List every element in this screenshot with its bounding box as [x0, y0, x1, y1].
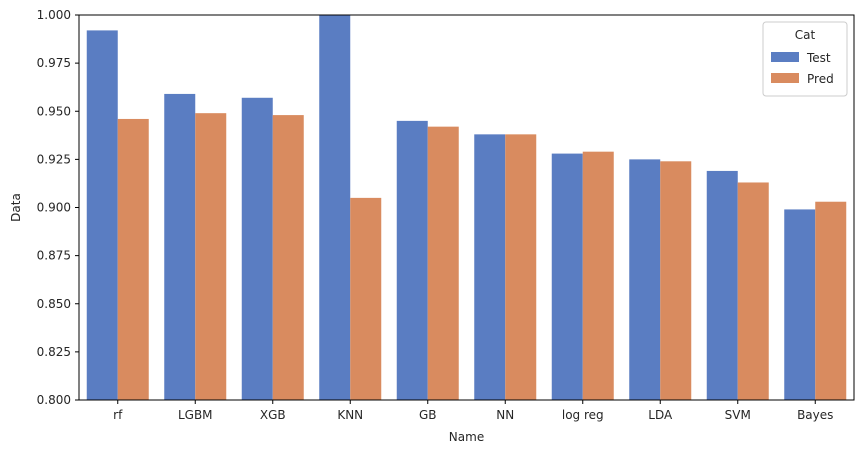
bar-test-xgb — [241, 97, 273, 401]
y-tick-label: 0.975 — [37, 56, 71, 70]
y-axis: 0.800 0.825 0.850 0.875 0.900 0.925 0.950 0.975… — [37, 8, 79, 407]
bar-pred-nn — [505, 134, 537, 400]
legend-label-test: Test — [806, 51, 831, 65]
y-tick-label: 0.800 — [37, 393, 71, 407]
x-tick-label: rf — [113, 408, 123, 422]
bar-pred-gb — [427, 126, 459, 401]
bar-pred-lgbm — [195, 113, 227, 401]
x-tick-label: LDA — [648, 408, 673, 422]
x-tick-label: KNN — [337, 408, 363, 422]
x-axis-label: Name — [449, 430, 484, 444]
y-tick-label: 0.825 — [37, 345, 71, 359]
x-tick-label: Bayes — [797, 408, 833, 422]
y-tick-label: 0.950 — [37, 104, 71, 118]
x-tick-label: NN — [496, 408, 514, 422]
bar-test-bayes — [784, 209, 816, 400]
bar-pred-log-reg — [582, 151, 614, 400]
bar-test-svm — [706, 170, 738, 400]
bar-pred-svm — [737, 182, 769, 400]
y-axis-label: Data — [9, 193, 23, 222]
legend: Cat Test Pred — [762, 21, 848, 97]
bar-test-knn — [319, 15, 351, 400]
y-tick-label: 0.850 — [37, 297, 71, 311]
y-tick-label: 0.925 — [37, 152, 71, 166]
plot-frame — [78, 14, 855, 401]
x-tick-label: SVM — [725, 408, 751, 422]
legend-swatch-test — [771, 52, 799, 62]
x-tick-label: XGB — [260, 408, 286, 422]
bar-test-lgbm — [164, 93, 196, 401]
bar-test-gb — [396, 120, 428, 400]
bar-test-nn — [474, 134, 506, 400]
bar-test-rf — [86, 30, 118, 401]
y-tick-label: 0.900 — [37, 201, 71, 215]
x-tick-label: GB — [419, 408, 437, 422]
x-axis: rf LGBM XGB KNN GB NN log reg LDA SVM Bayes — [113, 400, 833, 422]
bars-group — [86, 15, 847, 401]
legend-swatch-pred — [771, 73, 799, 83]
legend-label-pred: Pred — [807, 72, 834, 86]
bar-pred-rf — [117, 118, 149, 400]
bar-pred-xgb — [272, 115, 304, 400]
bar-pred-knn — [350, 197, 382, 400]
legend-title: Cat — [795, 28, 816, 42]
bar-test-log-reg — [551, 153, 583, 400]
y-tick-label: 0.875 — [37, 249, 71, 263]
bar-test-lda — [629, 159, 661, 400]
bar-pred-lda — [660, 161, 692, 400]
y-tick-label: 1.000 — [37, 8, 71, 22]
x-tick-label: LGBM — [178, 408, 213, 422]
x-tick-label: log reg — [562, 408, 604, 422]
bar-pred-bayes — [815, 201, 847, 400]
